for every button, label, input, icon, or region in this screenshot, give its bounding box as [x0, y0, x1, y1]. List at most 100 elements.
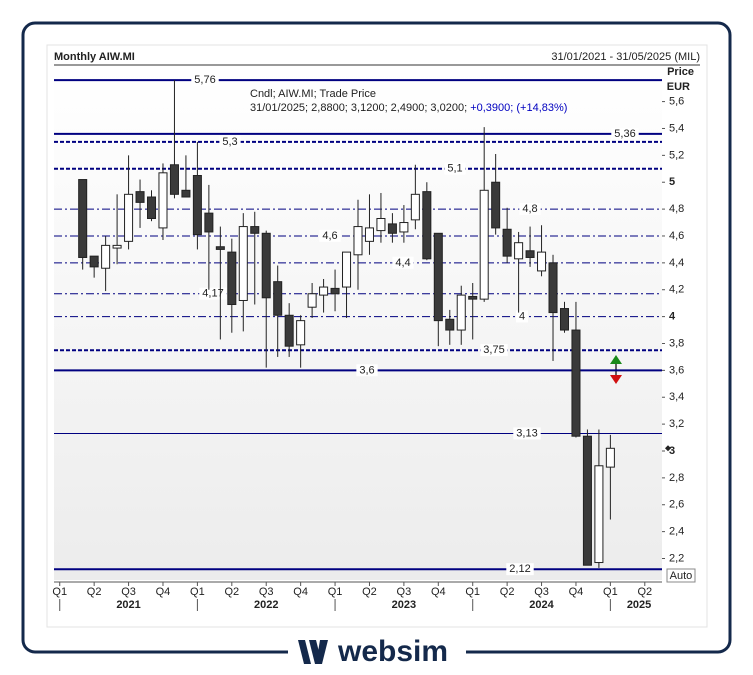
candle-body — [605, 447, 615, 468]
level-label-bg — [219, 135, 241, 148]
candle-body — [215, 246, 225, 250]
y-tick-label: 4,6 — [669, 230, 684, 242]
x-tick-label: Q2 — [224, 586, 239, 598]
candle-body — [204, 212, 214, 233]
candle-body — [135, 191, 145, 203]
candle-body — [181, 189, 191, 198]
candle-body — [582, 435, 592, 566]
auto-button-label[interactable]: Auto — [670, 570, 693, 582]
auto-button[interactable] — [666, 568, 696, 583]
level-label: 3,75 — [483, 344, 504, 356]
candle-body — [594, 465, 604, 564]
brand: websim — [337, 635, 448, 668]
annotation: Cndl; AIW.MI; Trade Price — [250, 88, 376, 100]
annotation-values: 31/01/2025; 2,8800; 3,1200; 2,4900; 3,02… — [250, 102, 467, 114]
candle-body — [78, 179, 88, 258]
candle-body — [548, 262, 558, 314]
chart-layer: 5,6 5,4 5,2 5 4,8 4,6 4,4 4,2 4 3,8 3,6 3,4 3,2 3 2,8 2… — [52, 74, 684, 611]
y-axis-title: Price — [667, 66, 694, 78]
logo-icon — [298, 640, 328, 664]
y-tick-label: 3 — [669, 445, 675, 457]
candle-body — [146, 196, 157, 220]
candle-body — [284, 314, 294, 347]
level-label-bg — [506, 563, 534, 576]
level-label-bg — [319, 229, 341, 242]
candle-body — [101, 244, 111, 269]
y-tick-label: 3,4 — [669, 391, 684, 403]
level-label-bg — [480, 344, 508, 357]
candle-body — [433, 232, 443, 322]
y-tick-label: 4 — [669, 311, 676, 323]
level-label-bg — [515, 310, 529, 323]
level-label: 4,8 — [522, 203, 537, 215]
candle-body — [491, 181, 501, 229]
candle-body — [296, 320, 306, 346]
level-label: 4,6 — [322, 230, 337, 242]
level-label: 5,76 — [194, 74, 215, 86]
level-label: 3,13 — [516, 427, 537, 439]
x-tick-label: Q2 — [500, 586, 515, 598]
candle-body — [273, 281, 283, 316]
candle-body — [479, 189, 489, 300]
candle-body — [261, 232, 271, 299]
x-tick-label: Q4 — [431, 586, 446, 598]
candle-body — [456, 294, 466, 331]
candle-body — [227, 251, 237, 306]
x-tick-label: Q4 — [293, 586, 308, 598]
level-label: 4,4 — [395, 257, 410, 269]
y-tick-label: 4,8 — [669, 203, 684, 215]
y-tick-label: 4,2 — [669, 284, 684, 296]
x-tick-label: Q1 — [52, 586, 67, 598]
candle-body — [319, 286, 329, 296]
y-tick-label: 3,8 — [669, 337, 684, 349]
level-label-bg — [191, 74, 219, 87]
y-tick-label: 2,8 — [669, 472, 684, 484]
level-label-bg — [611, 127, 639, 140]
candle-body — [537, 251, 547, 272]
candle-body — [158, 172, 168, 229]
annotation-change: +0,3900; (+14,83%) — [470, 102, 567, 114]
candle-body — [571, 329, 581, 437]
level-label: 5,1 — [447, 163, 462, 175]
x-tick-label: Q4 — [569, 586, 584, 598]
candle-body — [307, 293, 317, 308]
year-label: 2021 — [116, 599, 140, 611]
x-tick-label: Q1 — [603, 586, 618, 598]
candle-body — [410, 193, 420, 221]
level-label: 2,12 — [509, 563, 530, 575]
candle-body — [514, 242, 524, 260]
candle-body — [353, 226, 363, 256]
candle-body — [559, 308, 570, 331]
level-label-bg — [392, 256, 414, 269]
x-tick-label: Q1 — [190, 586, 205, 598]
y-tick-label: 5 — [669, 176, 675, 188]
y-tick-label: 5,6 — [669, 96, 684, 108]
level-label-bg — [356, 364, 378, 377]
level-label-bg — [513, 427, 541, 440]
y-tick-label: 5,2 — [669, 149, 684, 161]
year-label: 2022 — [254, 599, 278, 611]
year-label: 2024 — [529, 599, 554, 611]
period: 31/01/2021 - 31/05/2025 (MIL) — [551, 51, 700, 63]
candle-body — [422, 191, 432, 260]
y-tick-label: 2,6 — [669, 499, 684, 511]
year-label: 2023 — [392, 599, 416, 611]
y-tick-label: 2,2 — [669, 552, 684, 564]
level-label-bg — [444, 162, 466, 175]
y-tick-label: 5,4 — [669, 122, 684, 134]
candle-body — [124, 193, 134, 242]
last-price-marker — [665, 445, 671, 452]
candle-body — [502, 228, 512, 257]
candle-body — [330, 287, 340, 295]
candle-body — [112, 244, 122, 249]
x-tick-label: Q3 — [534, 586, 549, 598]
plot-area — [54, 68, 662, 580]
y-tick-label: 3,2 — [669, 418, 684, 430]
x-tick-label: Q1 — [328, 586, 343, 598]
candle-body — [364, 227, 374, 242]
candle-body — [468, 295, 478, 300]
y-tick-label: 3,6 — [669, 364, 684, 376]
x-tick-label: Q3 — [121, 586, 136, 598]
y-axis-unit: EUR — [667, 81, 690, 93]
